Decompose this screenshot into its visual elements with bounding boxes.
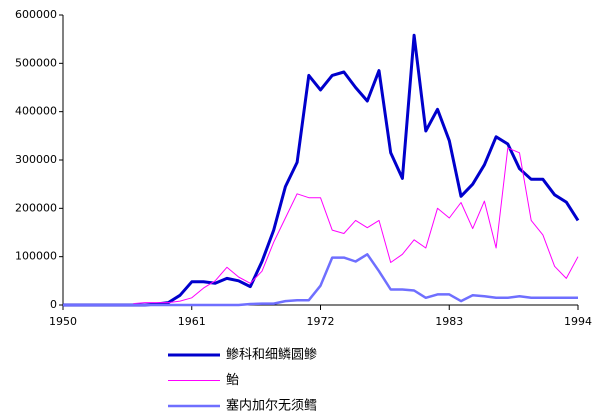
legend-text: 塞内加尔无须鳕 [226, 398, 317, 414]
y-tick-label: 300000 [15, 153, 57, 166]
y-tick-label: 0 [50, 298, 57, 311]
y-tick-label: 400000 [15, 105, 57, 118]
x-tick-label: 1950 [49, 315, 77, 328]
y-tick-label: 200000 [15, 201, 57, 214]
x-tick-label: 1972 [307, 315, 335, 328]
x-tick-label: 1994 [564, 315, 592, 328]
y-tick-label: 500000 [15, 56, 57, 69]
line-series [63, 33, 580, 307]
legend-text: 鲐 [226, 373, 239, 388]
x-tick-label: 1983 [435, 315, 463, 328]
legend-text: 鲹科和细鳞圆鲹 [226, 348, 317, 363]
y-tick-label: 600000 [15, 8, 57, 21]
line-series [63, 253, 578, 307]
line-series [133, 147, 579, 305]
y-tick-label: 100000 [15, 250, 57, 263]
x-tick-label: 1961 [178, 315, 206, 328]
